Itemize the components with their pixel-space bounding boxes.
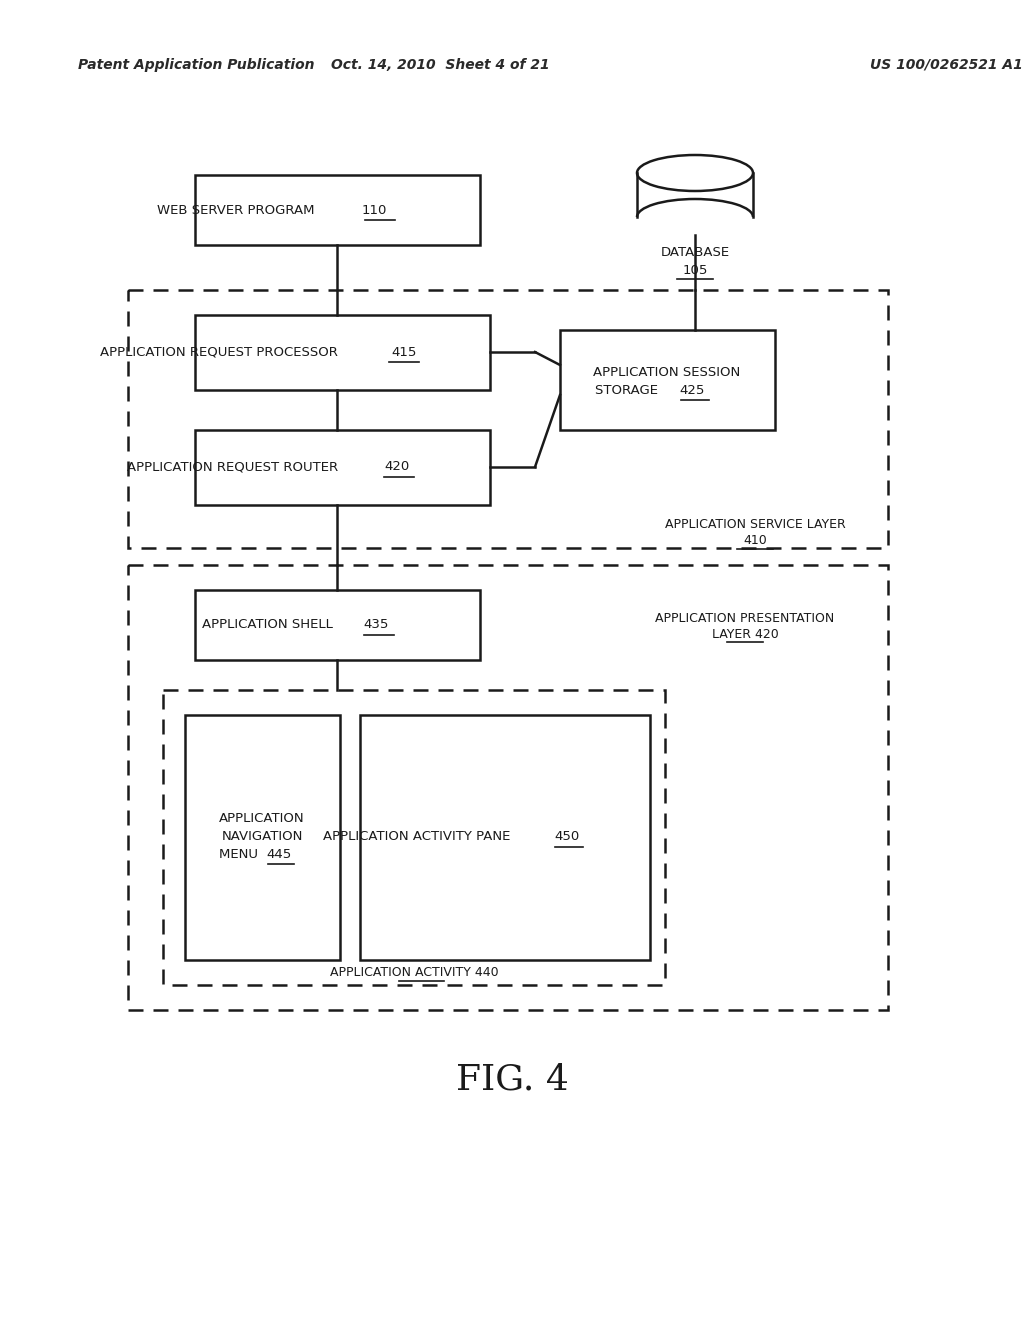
Text: NAVIGATION: NAVIGATION — [221, 830, 303, 843]
Text: 410: 410 — [743, 535, 767, 548]
Ellipse shape — [637, 154, 753, 191]
Text: 420: 420 — [385, 461, 410, 474]
Text: STORAGE: STORAGE — [595, 384, 662, 396]
Text: LAYER 420: LAYER 420 — [712, 627, 778, 640]
Bar — [163, 690, 665, 985]
Bar — [185, 715, 340, 960]
Text: Patent Application Publication: Patent Application Publication — [78, 58, 314, 73]
Text: APPLICATION ACTIVITY 440: APPLICATION ACTIVITY 440 — [330, 966, 499, 979]
Text: 110: 110 — [361, 203, 387, 216]
Bar — [128, 565, 888, 1010]
Text: APPLICATION SERVICE LAYER: APPLICATION SERVICE LAYER — [665, 519, 846, 532]
Text: DATABASE: DATABASE — [660, 247, 729, 260]
Bar — [195, 315, 490, 389]
Text: 105: 105 — [682, 264, 708, 277]
Text: 435: 435 — [364, 619, 389, 631]
Text: WEB SERVER PROGRAM: WEB SERVER PROGRAM — [158, 203, 319, 216]
Bar — [560, 330, 775, 430]
Bar — [195, 590, 480, 660]
Text: 445: 445 — [266, 847, 292, 861]
Bar — [128, 290, 888, 548]
Text: APPLICATION ACTIVITY PANE: APPLICATION ACTIVITY PANE — [324, 830, 515, 843]
Text: 425: 425 — [680, 384, 705, 396]
Bar — [195, 430, 490, 506]
Text: APPLICATION PRESENTATION: APPLICATION PRESENTATION — [655, 611, 835, 624]
Text: APPLICATION REQUEST ROUTER: APPLICATION REQUEST ROUTER — [127, 461, 342, 474]
Text: 415: 415 — [391, 346, 417, 359]
Text: 450: 450 — [555, 830, 580, 843]
Text: MENU: MENU — [219, 847, 262, 861]
Text: APPLICATION SESSION: APPLICATION SESSION — [593, 366, 740, 379]
Text: APPLICATION: APPLICATION — [219, 813, 305, 825]
Bar — [360, 715, 650, 960]
Text: FIG. 4: FIG. 4 — [456, 1063, 568, 1097]
Text: Oct. 14, 2010  Sheet 4 of 21: Oct. 14, 2010 Sheet 4 of 21 — [331, 58, 549, 73]
Text: US 100/0262521 A1: US 100/0262521 A1 — [870, 58, 1023, 73]
Text: APPLICATION SHELL: APPLICATION SHELL — [202, 619, 337, 631]
Text: APPLICATION REQUEST PROCESSOR: APPLICATION REQUEST PROCESSOR — [100, 346, 342, 359]
Bar — [637, 173, 753, 216]
Bar — [195, 176, 480, 246]
